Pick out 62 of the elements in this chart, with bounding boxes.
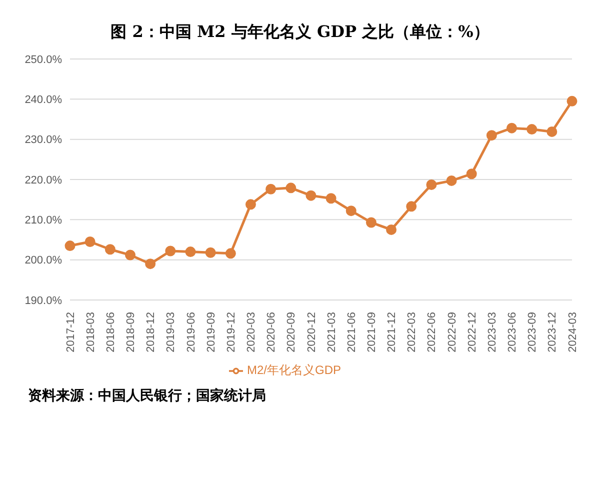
y-tick-label: 220.0% [24,174,62,186]
chart-title: 图 2：中国 M2 与年化名义 GDP 之比（单位：%） [110,21,490,43]
x-tick-label: 2019-12 [225,312,238,352]
point [566,96,578,106]
y-tick-label: 250.0% [24,54,62,66]
point [326,193,336,204]
x-tick-label: 2023-06 [506,312,519,352]
y-tick-label: 210.0% [24,214,62,227]
legend-label: M2/年化名义GDP [246,363,341,377]
point [426,179,437,190]
point [104,244,116,255]
point [346,206,356,216]
x-tick-label: 2023-03 [486,312,498,352]
x-tick-label: 2022-09 [446,312,458,352]
point [124,250,136,260]
point [266,184,276,194]
point [64,240,76,252]
x-tick-label: 2017-12 [64,312,77,352]
x-tick-label: 2019-03 [165,312,178,352]
point [366,217,376,228]
text: 资料来源：中国人民银行；国家统计局 [27,386,267,406]
point [386,224,397,235]
x-tick-label: 2020-12 [306,312,318,352]
point [84,236,96,248]
y-tick-label: 240.0% [24,94,62,106]
x-tick-label: 2019-09 [205,312,218,352]
x-tick-label: 2018-06 [104,312,117,352]
point [546,126,558,137]
x-tick-label: 2018-09 [125,312,138,352]
x-tick-label: 2020-09 [286,312,298,352]
point [406,201,417,212]
point [245,199,256,210]
point [286,182,296,194]
point [466,168,477,180]
x-tick-label: 2021-06 [346,312,358,352]
y-tick-label: 200.0% [24,254,62,267]
x-tick-label: 2021-09 [366,312,378,352]
point [306,190,316,201]
x-tick-label: 2023-12 [546,312,559,352]
x-tick-label: 2023-09 [526,312,539,352]
x-tick-label: 2022-12 [466,312,478,352]
x-tick-label: 2021-03 [326,312,338,352]
y-tick-label: 230.0% [24,134,62,146]
point [225,248,236,259]
x-tick-label: 2024-03 [566,312,579,352]
point [526,124,538,135]
x-tick-label: 2018-03 [84,312,97,352]
point [145,258,156,270]
point [486,130,497,141]
point [165,246,176,256]
x-tick-label: 2018-12 [145,312,158,352]
y-tick-label: 190.0% [24,294,62,307]
point [446,175,457,186]
point [205,247,216,258]
x-tick-label: 2020-06 [266,312,278,352]
point [506,122,518,134]
x-tick-label: 2021-12 [386,312,398,352]
x-tick-label: 2022-06 [426,312,438,352]
x-tick-label: 2020-03 [246,312,258,352]
x-tick-label: 2022-03 [406,312,418,352]
x-tick-label: 2019-06 [185,312,198,352]
point [185,246,196,258]
